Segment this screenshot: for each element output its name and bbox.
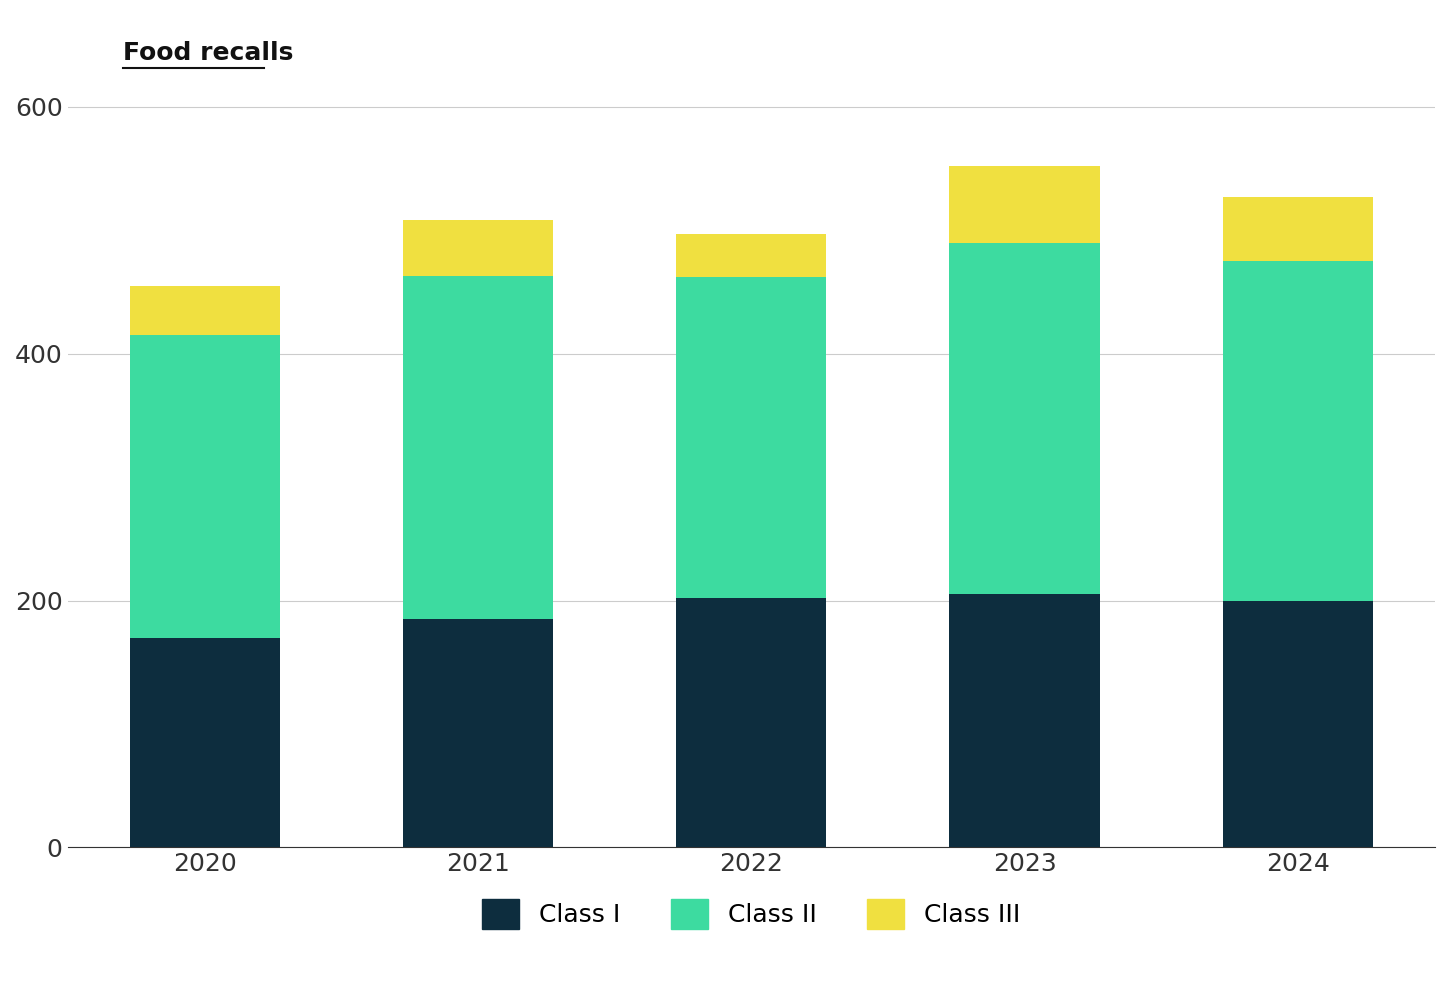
- Bar: [950, 594, 1099, 847]
- Bar: [950, 166, 1099, 243]
- Bar: [676, 234, 826, 277]
- Text: Food recalls: Food recalls: [123, 41, 293, 65]
- Bar: [403, 619, 554, 847]
- Bar: [129, 286, 280, 335]
- Legend: Class I, Class II, Class III: Class I, Class II, Class III: [471, 889, 1031, 939]
- Bar: [129, 335, 280, 638]
- Bar: [1222, 197, 1373, 261]
- Bar: [676, 598, 826, 847]
- Bar: [950, 243, 1099, 594]
- Bar: [403, 220, 554, 276]
- Bar: [129, 638, 280, 847]
- Bar: [676, 277, 826, 598]
- Bar: [403, 276, 554, 619]
- Bar: [1222, 601, 1373, 847]
- Bar: [1222, 261, 1373, 601]
